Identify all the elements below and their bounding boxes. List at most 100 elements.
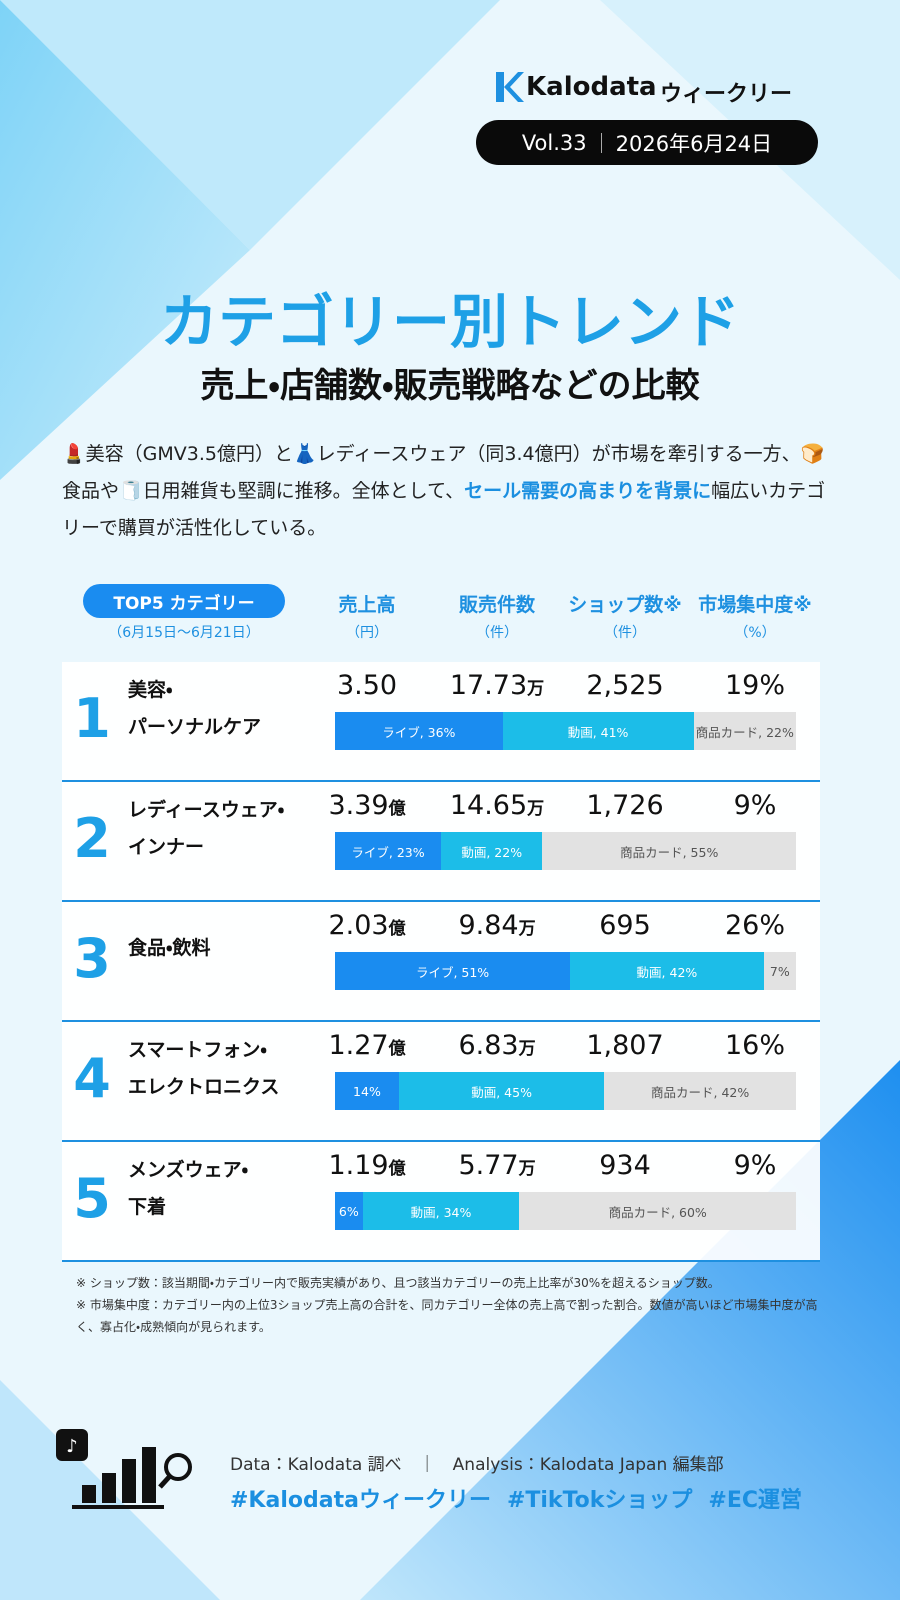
metric-value: 1,726 xyxy=(586,790,664,821)
intro-text: 幅広いカテゴリーで購買が活性化している。 xyxy=(62,480,826,539)
category-name: スマートフォン・ エレクトロニクス xyxy=(128,1032,279,1106)
metric-value: 3.39 xyxy=(328,790,389,821)
volume: Vol.33 xyxy=(521,130,587,155)
svg-text:♪: ♪ xyxy=(66,1436,78,1457)
issue-pill: Vol.33 2026年6月24日 xyxy=(476,120,818,165)
column-header: 市場集中度※ xyxy=(698,594,812,616)
metric-unit: 億 xyxy=(388,919,406,939)
metric-unit: 万 xyxy=(518,1039,536,1059)
metric-sales: 1.19億 xyxy=(292,1150,442,1181)
credit: Data：Kalodata 調べ ｜ Analysis：Kalodata Jap… xyxy=(230,1455,724,1475)
category-name-line: レディースウェア・ xyxy=(128,799,285,821)
bar-segment: ライブ, 23% xyxy=(335,832,442,870)
metric-sales: 1.27億 xyxy=(292,1030,442,1061)
metric-unit: 億 xyxy=(388,1159,406,1179)
metric-concentration: 9% xyxy=(680,790,830,821)
rank: 2 xyxy=(73,807,111,870)
bar-segment: 商品カード, 60% xyxy=(519,1192,796,1230)
category-name-line: 美容・ xyxy=(128,679,173,701)
category-name-line: エレクトロニクス xyxy=(128,1076,280,1098)
bar-segment: 商品カード, 22% xyxy=(693,712,796,750)
segment-label: 7% xyxy=(769,963,790,979)
bar-segment: 動画, 45% xyxy=(398,1072,605,1110)
metric-value: 16% xyxy=(724,1030,785,1061)
bar-segment: 7% xyxy=(763,952,796,990)
metric-unit: 万 xyxy=(527,679,545,699)
rank: 1 xyxy=(73,687,111,750)
segment-label: 動画, 34% xyxy=(410,1204,472,1220)
column-unit: （%） xyxy=(734,625,776,641)
metric-value: 19% xyxy=(724,670,785,701)
table-period: （6月15日〜6月21日） xyxy=(108,625,260,641)
metric-value: 1.27 xyxy=(328,1030,389,1061)
category-name: レディースウェア・ インナー xyxy=(128,792,284,866)
segment-label: ライブ, 23% xyxy=(351,844,425,860)
segment-label: 商品カード, 42% xyxy=(651,1084,750,1100)
table-badge: TOP5 カテゴリー xyxy=(83,584,285,618)
metric-value: 2.03 xyxy=(328,910,389,941)
metric-value: 9.84 xyxy=(458,910,519,941)
intro-highlight: セール需要の高まりを背景に xyxy=(464,480,712,502)
rank: 3 xyxy=(73,927,111,990)
column-header: 販売件数 xyxy=(458,594,535,616)
metric-value: 17.73 xyxy=(449,670,528,701)
category-name-line: パーソナルケア xyxy=(128,716,262,738)
metric-value: 3.50 xyxy=(336,670,398,701)
brand-logo xyxy=(496,72,524,102)
metric-value: 5.77 xyxy=(458,1150,519,1181)
category-name-line: スマートフォン・ xyxy=(128,1039,267,1061)
metric-value: 6.83 xyxy=(458,1030,519,1061)
rank: 5 xyxy=(73,1167,111,1230)
metric-concentration: 26% xyxy=(680,910,830,941)
metric-orders: 6.83万 xyxy=(422,1030,572,1061)
bar-segment: 商品カード, 42% xyxy=(604,1072,796,1110)
segment-label: 商品カード, 60% xyxy=(608,1204,707,1220)
segment-label: 動画, 42% xyxy=(636,964,698,980)
segment-label: ライブ, 51% xyxy=(415,964,490,980)
column-unit: （円） xyxy=(346,625,388,641)
column-header: ショップ数※ xyxy=(568,594,682,616)
metric-sales: 3.50 xyxy=(292,670,442,701)
hashtags: #Kalodataウィークリー #TikTokショップ #EC運営 xyxy=(230,1482,802,1514)
hashtag: #EC運営 xyxy=(708,1488,803,1513)
segment-label: 商品カード, 55% xyxy=(620,844,719,860)
metric-sales: 3.39億 xyxy=(292,790,442,821)
segment-label: ライブ, 36% xyxy=(382,724,456,740)
subtitle: 売上・店舗数・販売戦略などの比較 xyxy=(200,366,700,406)
bar-segment: 動画, 34% xyxy=(362,1192,520,1230)
metric-value: 695 xyxy=(599,910,651,941)
note: ※ 市場集中度：カテゴリー内の上位3ショップ売上高の合計を、同カテゴリー全体の売… xyxy=(76,1298,818,1334)
metric-unit: 億 xyxy=(388,799,406,819)
segment-label: 6% xyxy=(338,1203,359,1219)
column-header: 売上高 xyxy=(338,594,396,616)
metric-unit: 億 xyxy=(388,1039,406,1059)
title: カテゴリー別トレンド xyxy=(159,288,740,356)
metric-unit: 万 xyxy=(527,799,545,819)
metric-orders: 9.84万 xyxy=(422,910,572,941)
footer-icon: ♪ xyxy=(56,1429,192,1509)
metric-shops: 1,807 xyxy=(550,1030,700,1061)
metric-unit: 万 xyxy=(518,919,536,939)
metric-value: 934 xyxy=(599,1150,651,1181)
metric-value: 14.65 xyxy=(449,790,528,821)
intro-text: 💄美容（GMV3.5億円）と👗レディースウェア（同3.4億円）が市場を牽引する一… xyxy=(62,443,825,502)
category-name-line: 下着 xyxy=(128,1196,167,1218)
metric-value: 9% xyxy=(733,1150,777,1181)
metric-value: 26% xyxy=(724,910,785,941)
metric-shops: 695 xyxy=(550,910,700,941)
bar-segment: 商品カード, 55% xyxy=(542,832,796,870)
metric-orders: 14.65万 xyxy=(422,790,572,821)
bar-segment: 動画, 22% xyxy=(441,832,543,870)
metric-shops: 934 xyxy=(550,1150,700,1181)
rank: 4 xyxy=(73,1047,111,1110)
metric-concentration: 19% xyxy=(680,670,830,701)
brand-series: ウィークリー xyxy=(660,82,793,107)
segment-label: 商品カード, 22% xyxy=(695,724,794,740)
segment-label: 動画, 22% xyxy=(461,844,523,860)
category-name: 食品・飲料 xyxy=(128,930,210,967)
metric-concentration: 16% xyxy=(680,1030,830,1061)
bar-segment: ライブ, 36% xyxy=(335,712,503,750)
category-name-line: 食品・飲料 xyxy=(128,937,211,959)
issue-date: 2026年6月24日 xyxy=(615,131,773,156)
